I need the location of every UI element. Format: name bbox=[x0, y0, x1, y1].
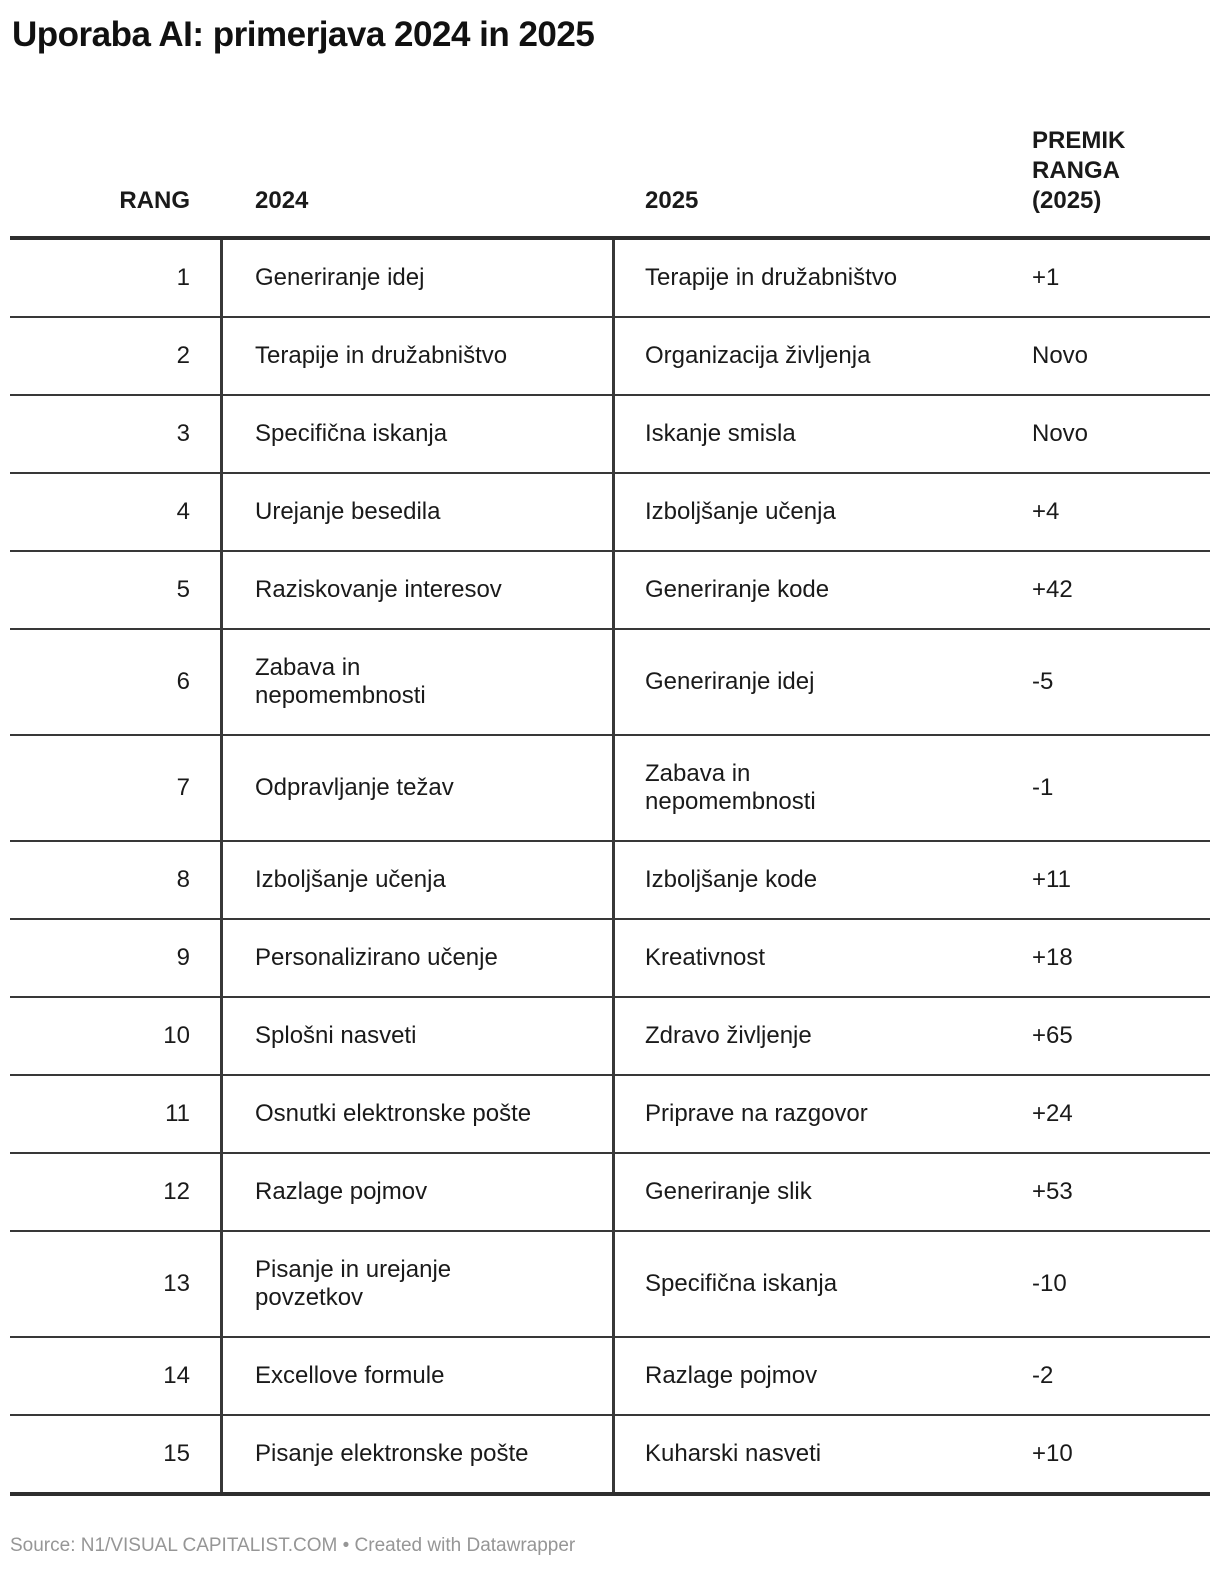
ranking-table: RANG 2024 2025 PREMIK RANGA (2025) 1 Gen… bbox=[10, 56, 1210, 1496]
rank-shift-cell: +42 bbox=[1032, 576, 1073, 603]
use-2025-cell: Kuharski nasveti bbox=[645, 1440, 822, 1467]
rank-cell: 15 bbox=[163, 1440, 190, 1467]
rank-cell: 6 bbox=[176, 668, 190, 695]
page: Uporaba AI: primerjava 2024 in 2025 RANG… bbox=[0, 14, 1220, 1558]
rank-shift-cell: +10 bbox=[1032, 1440, 1073, 1467]
rank-cell: 9 bbox=[176, 944, 190, 971]
rank-cell: 4 bbox=[176, 498, 190, 525]
table-row: 13 Pisanje in urejanje povzetkov Specifi… bbox=[10, 1230, 1210, 1336]
table-row: 11 Osnutki elektronske pošte Priprave na… bbox=[10, 1074, 1210, 1152]
rank-shift-cell: +1 bbox=[1032, 264, 1060, 291]
rank-shift-cell: -5 bbox=[1032, 668, 1054, 695]
table-row: 8 Izboljšanje učenja Izboljšanje kode +1… bbox=[10, 840, 1210, 918]
use-2024-cell: Razlage pojmov bbox=[255, 1178, 428, 1205]
rank-cell: 2 bbox=[176, 342, 190, 369]
use-2024-cell: Generiranje idej bbox=[255, 264, 425, 291]
rank-shift-cell: -10 bbox=[1032, 1270, 1067, 1297]
use-2025-cell: Iskanje smisla bbox=[645, 420, 796, 447]
rank-cell: 12 bbox=[163, 1178, 190, 1205]
header-rank: RANG bbox=[119, 187, 190, 214]
table-row: 14 Excellove formule Razlage pojmov -2 bbox=[10, 1336, 1210, 1414]
rank-shift-cell: Novo bbox=[1032, 420, 1089, 447]
rank-shift-cell: -1 bbox=[1032, 774, 1054, 801]
column-divider bbox=[612, 240, 615, 1492]
rank-cell: 3 bbox=[176, 420, 190, 447]
rank-cell: 10 bbox=[163, 1022, 190, 1049]
table-row: 4 Urejanje besedila Izboljšanje učenja +… bbox=[10, 472, 1210, 550]
rank-shift-cell: +65 bbox=[1032, 1022, 1073, 1049]
rank-shift-cell: +4 bbox=[1032, 498, 1060, 525]
table-row: 10 Splošni nasveti Zdravo življenje +65 bbox=[10, 996, 1210, 1074]
table-row: 3 Specifična iskanja Iskanje smisla Novo bbox=[10, 394, 1210, 472]
rank-shift-cell: +24 bbox=[1032, 1100, 1073, 1127]
rank-shift-cell: -2 bbox=[1032, 1362, 1054, 1389]
rank-shift-cell: +11 bbox=[1032, 866, 1071, 893]
table-body: 1 Generiranje idej Terapije in družabniš… bbox=[10, 240, 1210, 1496]
use-2024-cell: Raziskovanje interesov bbox=[255, 576, 502, 603]
use-2025-cell: Terapije in družabništvo bbox=[645, 264, 898, 291]
use-2024-cell: Specifična iskanja bbox=[255, 420, 448, 447]
rank-cell: 13 bbox=[163, 1270, 190, 1297]
use-2024-cell: Pisanje elektronske pošte bbox=[255, 1440, 529, 1467]
page-title: Uporaba AI: primerjava 2024 in 2025 bbox=[12, 15, 595, 54]
use-2024-cell: Odpravljanje težav bbox=[255, 774, 454, 801]
table-row: 12 Razlage pojmov Generiranje slik +53 bbox=[10, 1152, 1210, 1230]
use-2025-cell: Izboljšanje kode bbox=[645, 866, 818, 893]
rank-cell: 14 bbox=[163, 1362, 190, 1389]
use-2025-cell: Generiranje kode bbox=[645, 576, 830, 603]
table-row: 2 Terapije in družabništvo Organizacija … bbox=[10, 316, 1210, 394]
rank-cell: 11 bbox=[165, 1100, 190, 1127]
rank-cell: 1 bbox=[176, 264, 190, 291]
table-row: 7 Odpravljanje težav Zabava in nepomembn… bbox=[10, 734, 1210, 840]
header-2024: 2024 bbox=[255, 187, 309, 214]
use-2024-cell: Urejanje besedila bbox=[255, 498, 441, 525]
use-2025-cell: Priprave na razgovor bbox=[645, 1100, 868, 1127]
use-2024-cell: Excellove formule bbox=[255, 1362, 445, 1389]
use-2025-cell: Kreativnost bbox=[645, 944, 766, 971]
table-row: 9 Personalizirano učenje Kreativnost +18 bbox=[10, 918, 1210, 996]
use-2024-cell: Personalizirano učenje bbox=[255, 944, 498, 971]
use-2025-cell: Zabava in nepomembnosti bbox=[645, 760, 816, 815]
use-2025-cell: Organizacija življenja bbox=[645, 342, 871, 369]
rank-shift-cell: +18 bbox=[1032, 944, 1073, 971]
header-2025: 2025 bbox=[645, 187, 699, 214]
use-2025-cell: Zdravo življenje bbox=[645, 1022, 812, 1049]
table-row: 5 Raziskovanje interesov Generiranje kod… bbox=[10, 550, 1210, 628]
source-note: Source: N1/VISUAL CAPITALIST.COM • Creat… bbox=[10, 1535, 576, 1556]
use-2025-cell: Generiranje slik bbox=[645, 1178, 812, 1205]
use-2024-cell: Osnutki elektronske pošte bbox=[255, 1100, 532, 1127]
rank-cell: 7 bbox=[176, 774, 190, 801]
rank-cell: 8 bbox=[176, 866, 190, 893]
table-row: 15 Pisanje elektronske pošte Kuharski na… bbox=[10, 1414, 1210, 1492]
use-2024-cell: Zabava in nepomembnosti bbox=[255, 654, 426, 709]
table-header-row: RANG 2024 2025 PREMIK RANGA (2025) bbox=[10, 56, 1210, 240]
rank-shift-cell: Novo bbox=[1032, 342, 1089, 369]
header-rank-shift: PREMIK RANGA (2025) bbox=[1032, 127, 1126, 214]
rank-cell: 5 bbox=[176, 576, 190, 603]
rank-shift-cell: +53 bbox=[1032, 1178, 1073, 1205]
use-2025-cell: Razlage pojmov bbox=[645, 1362, 818, 1389]
table-row: 1 Generiranje idej Terapije in družabniš… bbox=[10, 240, 1210, 316]
use-2024-cell: Pisanje in urejanje povzetkov bbox=[255, 1256, 452, 1311]
use-2025-cell: Generiranje idej bbox=[645, 668, 815, 695]
column-divider bbox=[220, 240, 223, 1492]
table-row: 6 Zabava in nepomembnosti Generiranje id… bbox=[10, 628, 1210, 734]
use-2025-cell: Specifična iskanja bbox=[645, 1270, 838, 1297]
use-2025-cell: Izboljšanje učenja bbox=[645, 498, 836, 525]
use-2024-cell: Terapije in družabništvo bbox=[255, 342, 508, 369]
use-2024-cell: Splošni nasveti bbox=[255, 1022, 417, 1049]
use-2024-cell: Izboljšanje učenja bbox=[255, 866, 446, 893]
